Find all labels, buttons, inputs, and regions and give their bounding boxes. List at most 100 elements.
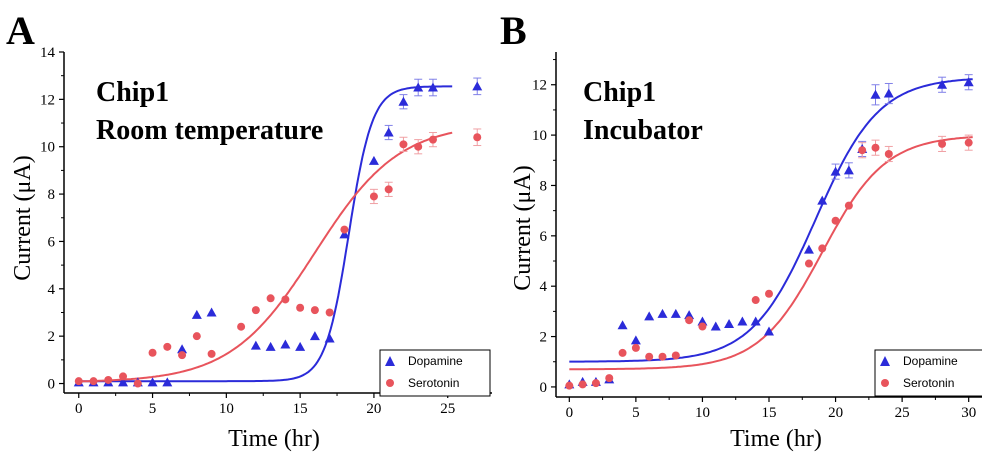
y-tick-label-a: 8 [48, 187, 56, 203]
dopamine-point [191, 309, 202, 319]
x-tick-label-b: 25 [895, 405, 910, 421]
serotonin-point [89, 377, 98, 386]
x-tick-label-a: 5 [149, 401, 157, 417]
fit-curve-dopamine-b [569, 78, 973, 363]
legend-dopamine-label-a: Dopamine [408, 354, 463, 368]
y-tick-label-a: 10 [40, 140, 55, 156]
y-tick-label-b: 2 [540, 330, 548, 346]
x-tick-label-b: 5 [632, 405, 640, 421]
dopamine-point [737, 316, 748, 326]
dopamine-point [803, 244, 814, 254]
dopamine-point [280, 339, 291, 349]
x-tick-label-b: 30 [961, 405, 976, 421]
serotonin-point [192, 332, 201, 341]
x-tick-label-a: 20 [366, 401, 381, 417]
dopamine-point [383, 127, 394, 137]
dopamine-point [324, 333, 335, 343]
serotonin-point [831, 216, 840, 225]
serotonin-point [340, 225, 349, 234]
x-tick-label-b: 10 [695, 405, 710, 421]
serotonin-point [671, 351, 680, 360]
serotonin-point [133, 379, 142, 388]
serotonin-point [251, 306, 260, 315]
panel-b: B Chip1 Incubator 0 5 10 15 20 25 30024681012 … [500, 8, 982, 452]
legend-serotonin-marker-a [386, 379, 394, 387]
plot-area-a: 0 5 10 15 20 25 0 2 4 6 8 10 12 14 [40, 45, 492, 417]
serotonin-point [605, 374, 614, 383]
dopamine-point [697, 316, 708, 326]
serotonin-point [964, 138, 973, 147]
panel-letter-b: B [500, 8, 527, 53]
serotonin-point [399, 140, 408, 149]
dopamine-point [368, 155, 379, 165]
serotonin-point [74, 377, 83, 386]
dopamine-point [764, 326, 774, 336]
dopamine-point [817, 195, 828, 205]
dopamine-point [295, 341, 306, 351]
y-tick-label-b: 12 [532, 78, 547, 94]
dopamine-point [870, 89, 881, 99]
dopamine-point [162, 377, 173, 387]
serotonin-point [578, 380, 587, 389]
serotonin-point [685, 316, 694, 325]
serotonin-point [281, 295, 290, 304]
legend-a: Dopamine Serotonin [379, 349, 491, 397]
annotation-b-line2: Incubator [583, 115, 703, 146]
y-tick-label-b: 8 [540, 178, 548, 194]
serotonin-point [163, 342, 172, 351]
y-tick-label-b: 0 [540, 380, 548, 396]
y-tick-label-a: 14 [40, 45, 56, 61]
serotonin-point [384, 185, 393, 194]
serotonin-point [237, 322, 246, 331]
dopamine-point [657, 308, 668, 318]
serotonin-point [178, 351, 187, 360]
y-tick-label-b: 10 [532, 128, 547, 144]
dopamine-point [339, 229, 350, 239]
dopamine-point [413, 82, 424, 92]
x-tick-label-a: 0 [75, 401, 83, 417]
x-tick-label-b: 0 [566, 405, 574, 421]
serotonin-point [591, 379, 600, 388]
serotonin-point [565, 381, 574, 390]
serotonin-point [658, 352, 667, 361]
serotonin-point [804, 259, 813, 268]
serotonin-point [645, 352, 654, 361]
y-tick-label-a: 12 [40, 92, 55, 108]
dopamine-point [398, 96, 409, 106]
dopamine-point [309, 331, 320, 341]
dopamine-point [724, 318, 735, 328]
y-tick-label-b: 6 [540, 229, 548, 245]
serotonin-point [148, 348, 157, 357]
serotonin-point [428, 135, 437, 144]
panel-a: A Chip1 Room temperature 0 5 10 15 20 25 0 2 4 6 8… [6, 8, 492, 452]
dopamine-point [265, 341, 276, 351]
annotation-b-line1: Chip1 [583, 77, 656, 108]
dopamine-point [617, 320, 628, 330]
serotonin-point [871, 143, 880, 152]
dopamine-point [630, 335, 641, 345]
fit-curve-serotonin-a [78, 131, 453, 383]
serotonin-point [207, 349, 216, 358]
serotonin-point [325, 308, 334, 317]
dopamine-point [937, 79, 948, 89]
serotonin-point [119, 372, 128, 381]
serotonin-point [618, 348, 627, 357]
dopamine-point [883, 88, 894, 98]
dopamine-point [427, 82, 438, 92]
dopamine-point [670, 308, 681, 318]
dopamine-point [644, 311, 655, 321]
y-tick-label-a: 6 [48, 234, 56, 250]
legend-dopamine-label-b: Dopamine [903, 354, 958, 368]
panel-letter-a: A [6, 8, 35, 53]
y-tick-label-a: 0 [48, 377, 56, 393]
x-axis-title-a: Time (hr) [228, 426, 320, 452]
serotonin-point [473, 133, 482, 142]
legend-dopamine-marker-b [880, 356, 890, 366]
serotonin-point [818, 244, 827, 253]
plot-area-b: 0 5 10 15 20 25 30 0 2 4 6 8 10 12 [532, 52, 982, 421]
legend-serotonin-label-a: Serotonin [408, 376, 459, 390]
x-tick-label-b: 15 [762, 405, 777, 421]
serotonin-point [751, 296, 760, 305]
x-tick-label-a: 15 [293, 401, 308, 417]
serotonin-point [844, 201, 853, 210]
